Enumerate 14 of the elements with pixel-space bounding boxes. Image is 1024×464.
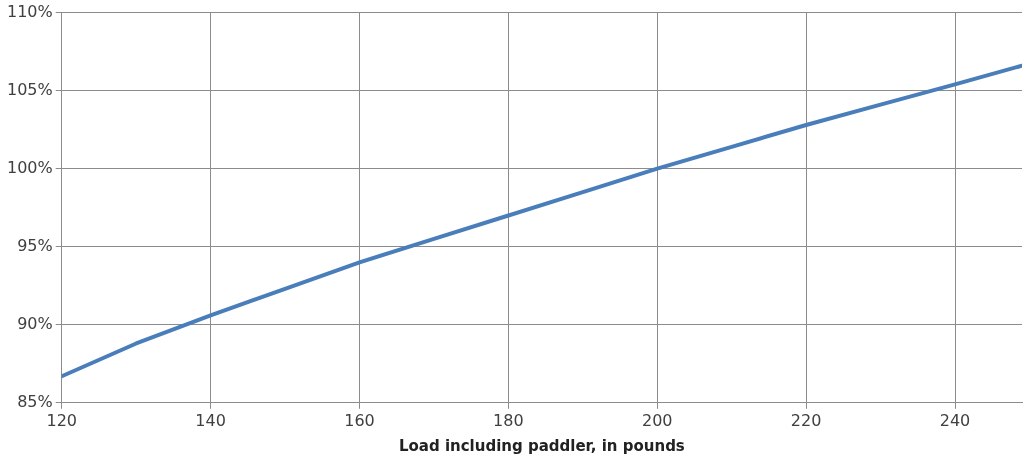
x-tick-label: 120 bbox=[46, 410, 78, 430]
y-tick-label: 85% bbox=[17, 391, 53, 411]
y-tick-label: 90% bbox=[17, 313, 53, 333]
x-axis-title: Load including paddler, in pounds bbox=[398, 436, 685, 455]
x-tick-label: 220 bbox=[790, 410, 822, 430]
y-tick-label: 105% bbox=[6, 79, 53, 99]
y-tick-label: 95% bbox=[17, 235, 53, 255]
x-tick-label: 140 bbox=[195, 410, 226, 430]
y-tick-label: 100% bbox=[6, 157, 53, 177]
x-tick-label: 200 bbox=[641, 410, 673, 430]
x-tick-label: 180 bbox=[493, 410, 524, 430]
y-tick-label: 110% bbox=[6, 1, 53, 21]
x-tick-label: 240 bbox=[939, 410, 971, 430]
x-tick-label: 160 bbox=[344, 410, 375, 430]
